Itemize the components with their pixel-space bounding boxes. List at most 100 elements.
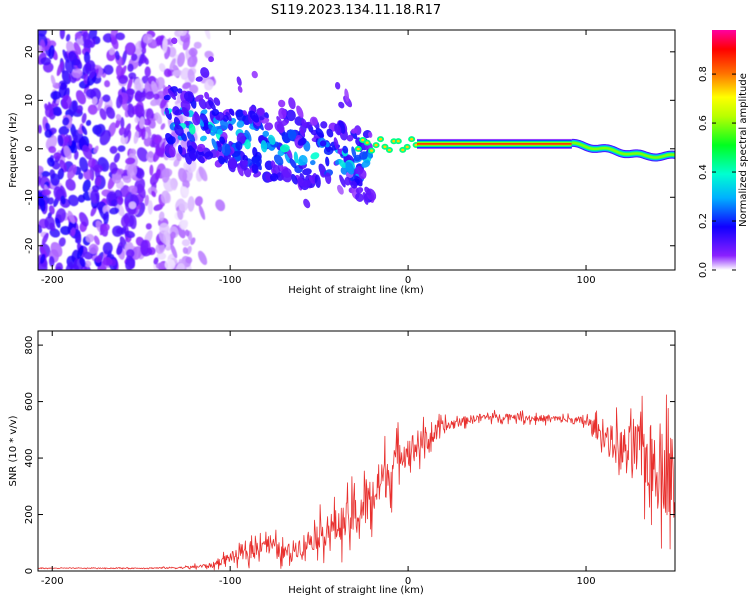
spectrogram-noise-blob	[153, 257, 159, 265]
spectrogram-band-blob	[319, 140, 327, 147]
spectrogram-band-blob	[167, 136, 176, 145]
spectrogram-band-blob	[269, 173, 279, 182]
spectrogram-noise-blob	[145, 91, 155, 100]
spectrogram-noise-blob	[176, 153, 182, 162]
spectrogram-band-blob	[310, 160, 316, 166]
spectrogram-noise-blob	[198, 166, 208, 182]
spectrogram-noise-blob	[60, 195, 66, 205]
spectrogram-noise-blob	[116, 94, 123, 109]
spectrogram-band-blob	[167, 88, 176, 100]
spectrogram-noise-blob	[38, 30, 47, 37]
spectrogram-band-blob	[325, 156, 330, 167]
spectrogram-noise-blob	[155, 35, 165, 46]
spectrogram-band-blob	[186, 131, 196, 143]
spectrogram-band-blob	[284, 152, 291, 164]
spectrogram-noise-blob	[91, 96, 98, 105]
spectrogram-band-blob	[268, 134, 276, 145]
spectrogram-noise-blob	[102, 94, 111, 103]
spectrogram-noise-blob	[145, 223, 152, 230]
spectrogram-noise-blob	[172, 69, 183, 77]
spectrogram-band-blob	[194, 94, 204, 102]
spectrogram-noise-blob	[44, 216, 55, 230]
spectrogram-band-blob	[273, 154, 284, 166]
spectrogram-noise-blob	[158, 63, 166, 72]
spectrogram-noise-blob	[182, 82, 192, 90]
spectrogram-noise-region	[38, 30, 226, 270]
snr-y-tick-label: 600	[24, 392, 35, 411]
spectrogram-noise-blob	[181, 186, 189, 197]
snr-x-tick-label: 100	[576, 576, 595, 587]
spectrogram-band-blob	[188, 123, 196, 135]
spectrogram-band-blob	[218, 155, 225, 165]
spectrogram-noise-blob	[93, 164, 103, 173]
spectrogram-band-blob	[235, 141, 243, 151]
spectrogram-noise-blob	[62, 117, 70, 126]
spectrogram-noise-blob	[177, 52, 186, 68]
spectrogram-noise-blob	[170, 178, 178, 191]
spectrogram-band-blob	[359, 151, 368, 160]
spectrogram-noise-blob	[113, 152, 121, 163]
spectrogram-noise-blob	[115, 201, 125, 217]
spectrogram-y-ticks: -20 -10 0 10 20	[24, 45, 675, 254]
spectrogram-band-blob	[270, 160, 276, 169]
spectrogram-band-blob	[236, 76, 242, 86]
spectrogram-band-blob	[242, 110, 248, 116]
spectrogram-noise-blob	[197, 250, 208, 266]
spectrogram-noise-blob	[140, 239, 149, 256]
spectrogram-noise-blob	[133, 131, 139, 144]
spectrogram-noise-blob	[134, 104, 145, 119]
snr-x-tick-label: -200	[41, 576, 64, 587]
spectrogram-band-blob	[293, 151, 299, 164]
spectrogram-noise-blob	[68, 194, 79, 207]
spectrogram-noise-blob	[154, 112, 163, 125]
spectrogram-noise-blob	[75, 58, 83, 70]
spectrogram-band-blob	[368, 131, 373, 138]
spectrogram-band-blob	[204, 91, 210, 100]
spectrogram-noise-blob	[175, 263, 185, 270]
spectrogram-band-blob	[355, 192, 364, 202]
spectrogram-noise-blob	[118, 74, 129, 85]
spectrogram-x-ticks: -200 -100 0 100	[41, 30, 596, 286]
spectrogram-noise-blob	[178, 201, 189, 212]
spectrogram-band-blob	[163, 94, 171, 101]
spectrogram-noise-blob	[99, 129, 111, 146]
spectrogram-noise-blob	[173, 158, 180, 167]
spectrogram-noise-blob	[41, 189, 52, 196]
spectrogram-noise-blob	[124, 230, 136, 238]
colorbar-tick-label: 0.0	[698, 262, 709, 278]
spectrogram-noise-blob	[65, 34, 71, 42]
spectrogram-band-blob	[221, 143, 231, 156]
spectrogram-band-blob	[208, 56, 215, 63]
spectrogram-noise-blob	[53, 152, 62, 160]
spectrogram-noise-blob	[82, 179, 91, 193]
spectrogram-band-blob	[310, 152, 320, 160]
spectrogram-noise-blob	[187, 69, 195, 83]
spectrogram-noise-blob	[125, 255, 136, 269]
spectrogram-band-blob	[192, 112, 201, 126]
spectrogram-band-blob	[276, 116, 282, 125]
spectrogram-noise-blob	[48, 101, 54, 117]
colorbar-tick-label: 0.2	[698, 213, 709, 229]
spectrogram-noise-blob	[103, 211, 109, 221]
spectrogram-band-blob	[361, 160, 371, 168]
spectrogram-noise-blob	[105, 106, 116, 119]
spectrogram-band-blob	[298, 154, 308, 166]
spectrogram-frame	[37, 29, 676, 271]
spectrogram-noise-blob	[48, 44, 55, 60]
spectrogram-noise-blob	[151, 80, 158, 96]
spectrogram-noise-blob	[50, 241, 63, 258]
spectrogram-band-blob	[204, 151, 214, 160]
spectrogram-noise-blob	[162, 37, 168, 54]
spectrogram-band-blob	[211, 126, 217, 133]
spectrogram-noise-blob	[95, 255, 102, 263]
colorbar-tick-label: 0.4	[698, 164, 709, 180]
spectrogram-noise-blob	[99, 108, 107, 120]
spectrogram-noise-blob	[85, 119, 92, 126]
spectrogram-band-blob	[342, 145, 349, 154]
colorbar-gradient	[712, 30, 736, 270]
spectrogram-band-blob	[237, 165, 244, 177]
spectrogram-noise-blob	[84, 260, 92, 268]
spectrogram-y-tick-label: 10	[24, 94, 35, 107]
spectrogram-band-blob	[278, 99, 286, 108]
spectrogram-noise-blob	[77, 245, 84, 260]
